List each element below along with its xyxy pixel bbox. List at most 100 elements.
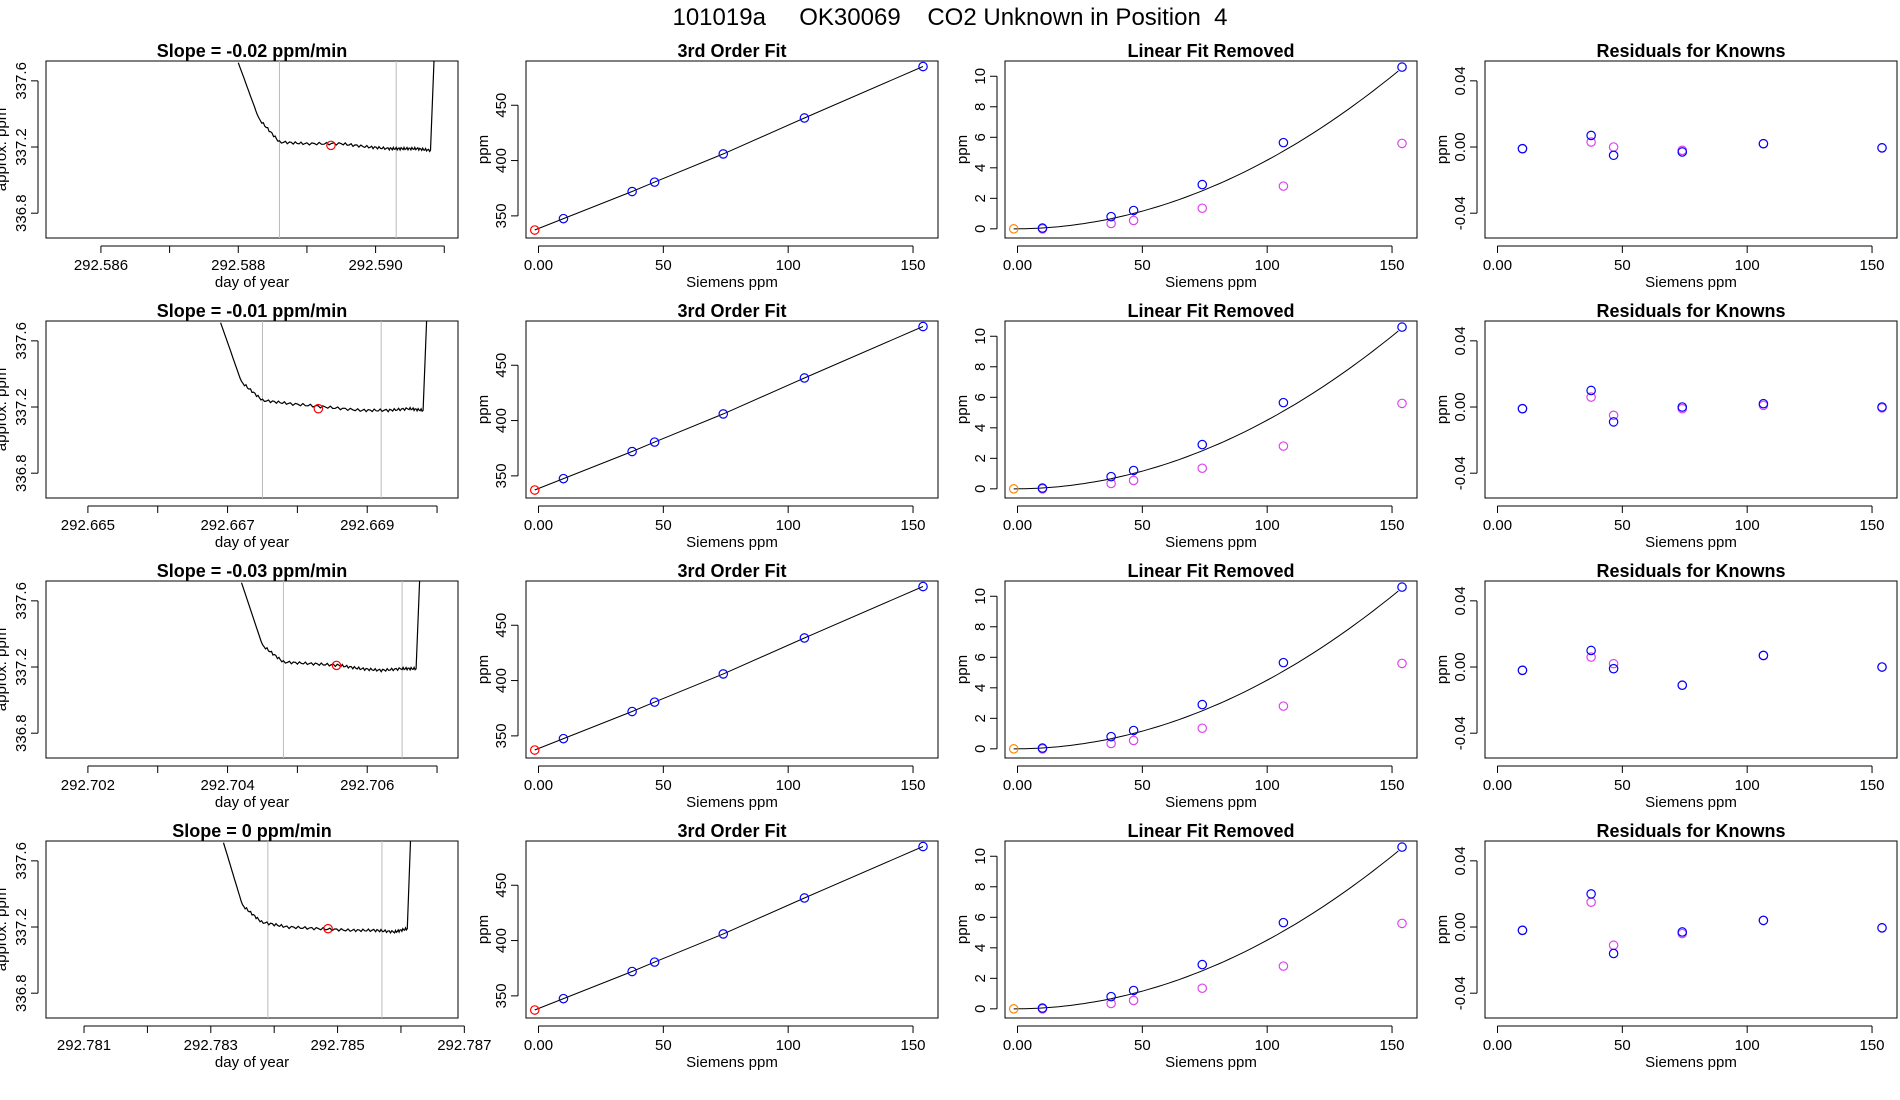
x-tick-label: 50 xyxy=(1134,1037,1151,1054)
panel-title: 3rd Order Fit xyxy=(677,821,786,841)
x-tick-label: 292.586 xyxy=(74,257,128,274)
plot-area xyxy=(529,61,928,235)
data-point xyxy=(1608,948,1619,959)
data-point xyxy=(529,485,540,495)
x-tick-label: 150 xyxy=(901,1037,926,1054)
plot-frame xyxy=(1484,840,1898,1019)
y-tick-label: 400 xyxy=(493,928,510,953)
fit-curve xyxy=(534,66,924,231)
plot-frame xyxy=(1484,60,1898,239)
data-point xyxy=(1128,985,1139,996)
data-point xyxy=(627,446,637,457)
y-axis-label: ppm xyxy=(954,135,971,164)
plot-frame xyxy=(525,580,939,759)
y-tick-label: 4 xyxy=(972,424,989,432)
data-point xyxy=(1278,441,1289,451)
fit-curve xyxy=(534,846,924,1011)
x-tick-label: 100 xyxy=(1735,257,1760,274)
x-tick-label: 100 xyxy=(1255,517,1280,534)
x-axis-label: Siemens ppm xyxy=(1165,794,1257,811)
data-point xyxy=(649,177,660,187)
data-point xyxy=(1128,465,1139,476)
data-point xyxy=(1008,224,1019,234)
data-point xyxy=(1608,417,1619,427)
x-tick-label: 292.787 xyxy=(437,1037,491,1054)
x-axis-label: day of year xyxy=(215,1054,289,1071)
plot-frame xyxy=(45,840,459,1019)
x-tick-label: 50 xyxy=(1614,257,1631,274)
y-tick-label: 0.04 xyxy=(1452,846,1469,875)
x-axis-label: Siemens ppm xyxy=(1645,794,1737,811)
data-point xyxy=(1586,385,1596,396)
data-point xyxy=(1877,662,1887,672)
y-tick-label: 10 xyxy=(972,848,989,865)
y-tick-label: 336.8 xyxy=(13,974,30,1012)
data-point xyxy=(649,697,660,707)
y-tick-label: 0.00 xyxy=(1452,132,1469,161)
y-tick-label: 0.00 xyxy=(1452,652,1469,681)
data-point xyxy=(529,1005,540,1015)
y-tick-label: 336.8 xyxy=(13,454,30,492)
data-point xyxy=(1758,398,1769,409)
y-axis-label: approx. ppm xyxy=(0,368,10,451)
x-tick-label: 150 xyxy=(1860,257,1885,274)
x-tick-label: 150 xyxy=(901,777,926,794)
data-point xyxy=(1008,484,1019,494)
data-point xyxy=(1106,471,1116,482)
x-tick-label: 0.00 xyxy=(524,1037,553,1054)
y-tick-label: 4 xyxy=(972,944,989,952)
data-point xyxy=(331,660,342,671)
plot-area xyxy=(1517,130,1887,161)
y-axis-label: ppm xyxy=(954,655,971,684)
x-tick-label: 292.704 xyxy=(200,777,254,794)
data-point xyxy=(1586,130,1596,141)
panel-title: Slope = -0.03 ppm/min xyxy=(157,561,348,581)
data-point xyxy=(718,149,729,159)
panel-title: 3rd Order Fit xyxy=(677,41,786,61)
data-point xyxy=(1106,738,1116,749)
x-tick-label: 150 xyxy=(901,517,926,534)
data-point xyxy=(1197,203,1208,214)
plot-frame xyxy=(45,320,459,499)
y-tick-label: 10 xyxy=(972,68,989,85)
x-tick-label: 100 xyxy=(1735,1037,1760,1054)
fit-curve xyxy=(1013,590,1399,750)
y-tick-label: -0.04 xyxy=(1452,976,1469,1010)
data-point xyxy=(1197,439,1208,450)
x-tick-label: 0.00 xyxy=(1003,257,1032,274)
y-tick-label: 2 xyxy=(972,974,989,982)
data-point xyxy=(1106,211,1116,222)
series-line xyxy=(240,581,421,673)
y-tick-label: 8 xyxy=(972,103,989,111)
x-tick-label: 0.00 xyxy=(1483,517,1512,534)
data-point xyxy=(1397,322,1407,332)
x-tick-label: 50 xyxy=(1614,517,1631,534)
data-point xyxy=(1586,889,1596,899)
x-tick-label: 0.00 xyxy=(1483,777,1512,794)
data-point xyxy=(1397,138,1407,149)
x-tick-label: 0.00 xyxy=(1003,1037,1032,1054)
data-point xyxy=(799,113,810,123)
y-tick-label: 0.00 xyxy=(1452,912,1469,941)
x-tick-label: 292.669 xyxy=(340,517,394,534)
y-tick-label: 10 xyxy=(972,328,989,345)
panel-title: Residuals for Knowns xyxy=(1596,301,1785,321)
y-tick-label: 6 xyxy=(972,393,989,401)
data-point xyxy=(1106,731,1116,742)
y-axis-label: approx. ppm xyxy=(0,888,10,971)
x-tick-label: 0.00 xyxy=(1483,257,1512,274)
data-point xyxy=(1397,842,1407,852)
plot-area xyxy=(529,841,928,1015)
x-tick-label: 100 xyxy=(776,777,801,794)
data-point xyxy=(799,633,810,643)
data-point xyxy=(1278,181,1289,191)
y-axis-label: approx. ppm xyxy=(0,108,10,191)
data-point xyxy=(649,437,660,447)
y-tick-label: 450 xyxy=(493,353,510,378)
x-tick-label: 292.665 xyxy=(61,517,115,534)
panel-title: Linear Fit Removed xyxy=(1127,561,1294,581)
data-point xyxy=(1608,658,1619,669)
data-point xyxy=(627,966,637,977)
data-point xyxy=(1877,402,1887,412)
data-point xyxy=(558,733,569,744)
